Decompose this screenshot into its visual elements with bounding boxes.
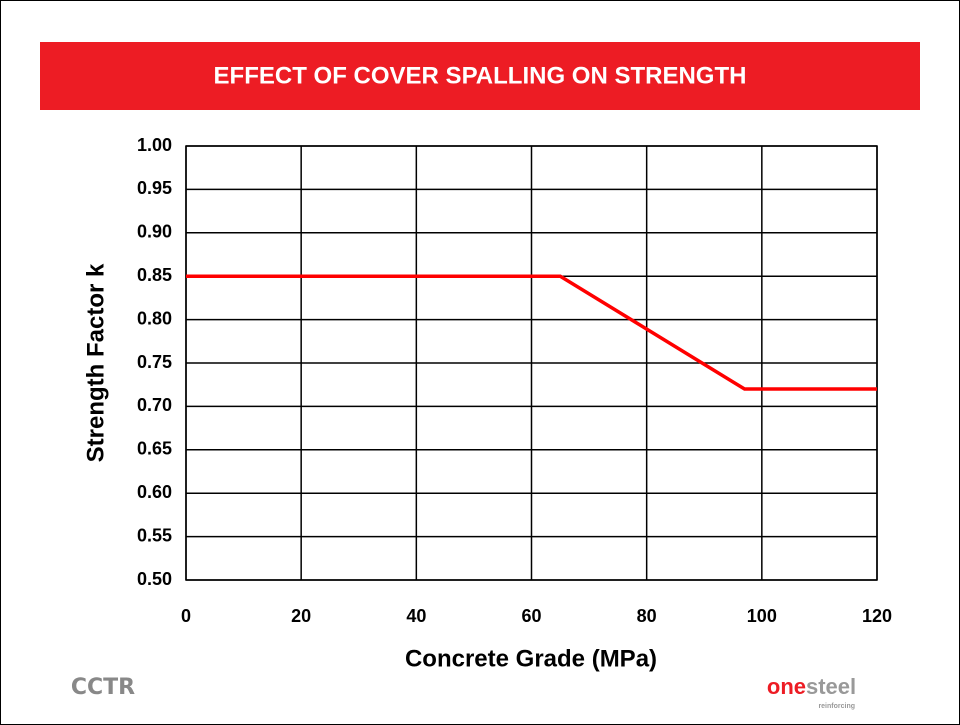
y-tick-label: 0.65 (137, 439, 172, 459)
x-tick-label: 80 (637, 606, 657, 626)
x-tick-label: 60 (521, 606, 541, 626)
y-tick-label: 0.85 (137, 265, 172, 285)
y-tick-label: 0.95 (137, 178, 172, 198)
chart-title: EFFECT OF COVER SPALLING ON STRENGTH (214, 62, 747, 89)
y-tick-label: 0.80 (137, 308, 172, 328)
y-tick-label: 0.90 (137, 222, 172, 242)
logo-right-sub: reinforcing (818, 703, 855, 710)
x-tick-label: 20 (291, 606, 311, 626)
x-tick-label: 40 (406, 606, 426, 626)
x-axis-label: Concrete Grade (MPa) (405, 645, 657, 672)
logo-left: CCTR (71, 675, 135, 700)
x-tick-label: 100 (747, 606, 777, 626)
y-tick-label: 0.60 (137, 482, 172, 502)
x-tick-label: 0 (181, 606, 191, 626)
title-banner (40, 42, 920, 110)
data-line (186, 274, 877, 391)
logo-right-bold: one (767, 674, 806, 699)
y-tick-label: 0.75 (137, 352, 172, 372)
y-tick-label: 0.70 (137, 395, 172, 415)
logo-right-light: steel (806, 674, 856, 699)
y-tick-label: 1.00 (137, 135, 172, 155)
y-tick-label: 0.50 (137, 569, 172, 589)
y-tick-label: 0.55 (137, 525, 172, 545)
y-axis-label: Strength Factor k (82, 263, 109, 462)
x-tick-label: 120 (862, 606, 892, 626)
